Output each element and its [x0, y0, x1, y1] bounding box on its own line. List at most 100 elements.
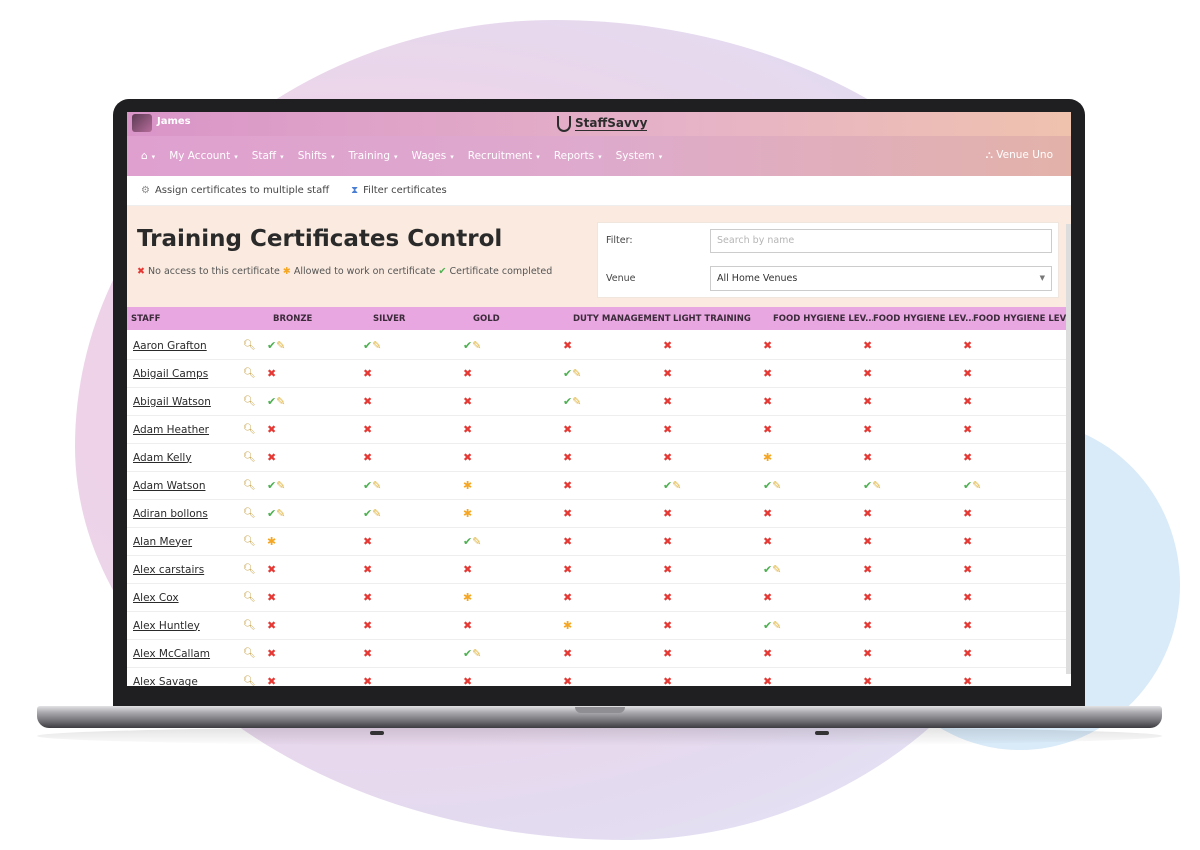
no-access-icon[interactable]: ✖: [267, 591, 277, 604]
no-access-icon[interactable]: ✖: [463, 423, 473, 436]
search-input[interactable]: Search by name: [710, 229, 1052, 253]
nav-system[interactable]: System ▾: [616, 150, 663, 162]
staff-name-link[interactable]: Abigail Camps: [133, 367, 209, 380]
completed-icon[interactable]: ✔✎: [267, 339, 286, 352]
no-access-icon[interactable]: ✖: [763, 423, 773, 436]
no-access-icon[interactable]: ✖: [663, 451, 673, 464]
column-header[interactable]: FOOD HYGIENE LEV...: [873, 313, 973, 324]
no-access-icon[interactable]: ✖: [963, 619, 973, 632]
no-access-icon[interactable]: ✖: [363, 367, 373, 380]
staff-name-link[interactable]: Alex Cox: [133, 591, 179, 604]
no-access-icon[interactable]: ✖: [763, 367, 773, 380]
no-access-icon[interactable]: ✖: [863, 675, 873, 686]
no-access-icon[interactable]: ✖: [963, 507, 973, 520]
staff-name-link[interactable]: Adam Watson: [133, 479, 206, 492]
no-access-icon[interactable]: ✖: [863, 591, 873, 604]
completed-icon[interactable]: ✔✎: [363, 339, 382, 352]
no-access-icon[interactable]: ✖: [463, 395, 473, 408]
completed-icon[interactable]: ✔✎: [763, 619, 782, 632]
column-header[interactable]: FOOD HYGIENE LEV...: [773, 313, 873, 324]
no-access-icon[interactable]: ✖: [863, 619, 873, 632]
completed-icon[interactable]: ✔✎: [763, 563, 782, 576]
allowed-icon[interactable]: ✱: [763, 451, 773, 464]
staff-name-link[interactable]: Adiran bollons: [133, 507, 208, 520]
no-access-icon[interactable]: ✖: [963, 647, 973, 660]
no-access-icon[interactable]: ✖: [563, 647, 573, 660]
no-access-icon[interactable]: ✖: [267, 647, 277, 660]
staff-name-link[interactable]: Alex Savage: [133, 675, 198, 687]
filter-certificates-link[interactable]: ⧗ Filter certificates: [351, 185, 447, 196]
staff-name-link[interactable]: Aaron Grafton: [133, 339, 207, 352]
no-access-icon[interactable]: ✖: [963, 339, 973, 352]
magnifier-icon[interactable]: 🔍︎: [243, 592, 256, 603]
no-access-icon[interactable]: ✖: [563, 339, 573, 352]
no-access-icon[interactable]: ✖: [563, 535, 573, 548]
completed-icon[interactable]: ✔✎: [963, 479, 982, 492]
completed-icon[interactable]: ✔✎: [363, 479, 382, 492]
venue-select[interactable]: All Home Venues ▼: [710, 266, 1052, 291]
no-access-icon[interactable]: ✖: [663, 675, 673, 686]
no-access-icon[interactable]: ✖: [363, 423, 373, 436]
nav-my-account[interactable]: My Account ▾: [169, 150, 238, 162]
completed-icon[interactable]: ✔✎: [563, 367, 582, 380]
nav-reports[interactable]: Reports ▾: [554, 150, 602, 162]
no-access-icon[interactable]: ✖: [563, 591, 573, 604]
magnifier-icon[interactable]: 🔍︎: [243, 452, 256, 463]
allowed-icon[interactable]: ✱: [463, 479, 473, 492]
column-header[interactable]: DUTY MANAGEMENT: [573, 313, 671, 324]
no-access-icon[interactable]: ✖: [963, 675, 973, 686]
magnifier-icon[interactable]: 🔍︎: [243, 480, 256, 491]
allowed-icon[interactable]: ✱: [463, 591, 473, 604]
no-access-icon[interactable]: ✖: [763, 647, 773, 660]
completed-icon[interactable]: ✔✎: [563, 395, 582, 408]
allowed-icon[interactable]: ✱: [563, 619, 573, 632]
nav-recruitment[interactable]: Recruitment ▾: [468, 150, 540, 162]
no-access-icon[interactable]: ✖: [963, 563, 973, 576]
column-header[interactable]: SILVER: [373, 313, 406, 324]
nav-wages[interactable]: Wages ▾: [412, 150, 454, 162]
venue-selector[interactable]: ⛬ Venue Uno: [986, 149, 1053, 162]
column-header[interactable]: BRONZE: [273, 313, 313, 324]
no-access-icon[interactable]: ✖: [863, 395, 873, 408]
completed-icon[interactable]: ✔✎: [863, 479, 882, 492]
staff-name-link[interactable]: Adam Kelly: [133, 451, 192, 464]
no-access-icon[interactable]: ✖: [267, 675, 277, 686]
no-access-icon[interactable]: ✖: [963, 591, 973, 604]
no-access-icon[interactable]: ✖: [463, 619, 473, 632]
no-access-icon[interactable]: ✖: [463, 563, 473, 576]
completed-icon[interactable]: ✔✎: [463, 647, 482, 660]
staff-name-link[interactable]: Alex Huntley: [133, 619, 200, 632]
no-access-icon[interactable]: ✖: [863, 451, 873, 464]
no-access-icon[interactable]: ✖: [963, 423, 973, 436]
no-access-icon[interactable]: ✖: [563, 675, 573, 686]
no-access-icon[interactable]: ✖: [763, 535, 773, 548]
column-header[interactable]: STAFF: [131, 313, 161, 324]
staff-name-link[interactable]: Alex carstairs: [133, 563, 205, 576]
no-access-icon[interactable]: ✖: [863, 339, 873, 352]
no-access-icon[interactable]: ✖: [663, 591, 673, 604]
completed-icon[interactable]: ✔✎: [267, 507, 286, 520]
no-access-icon[interactable]: ✖: [963, 367, 973, 380]
completed-icon[interactable]: ✔✎: [267, 395, 286, 408]
no-access-icon[interactable]: ✖: [267, 619, 277, 632]
no-access-icon[interactable]: ✖: [963, 395, 973, 408]
magnifier-icon[interactable]: 🔍︎: [243, 536, 256, 547]
completed-icon[interactable]: ✔✎: [463, 339, 482, 352]
magnifier-icon[interactable]: 🔍︎: [243, 508, 256, 519]
column-header[interactable]: GOLD: [473, 313, 500, 324]
magnifier-icon[interactable]: 🔍︎: [243, 648, 256, 659]
no-access-icon[interactable]: ✖: [267, 367, 277, 380]
no-access-icon[interactable]: ✖: [763, 675, 773, 686]
allowed-icon[interactable]: ✱: [463, 507, 473, 520]
column-header[interactable]: LIGHT TRAINING: [673, 313, 751, 324]
no-access-icon[interactable]: ✖: [563, 423, 573, 436]
no-access-icon[interactable]: ✖: [663, 507, 673, 520]
no-access-icon[interactable]: ✖: [563, 451, 573, 464]
no-access-icon[interactable]: ✖: [863, 507, 873, 520]
brand-logo[interactable]: StaffSavvy: [557, 114, 648, 134]
no-access-icon[interactable]: ✖: [363, 591, 373, 604]
staff-name-link[interactable]: Alan Meyer: [133, 535, 193, 548]
no-access-icon[interactable]: ✖: [663, 535, 673, 548]
no-access-icon[interactable]: ✖: [463, 367, 473, 380]
no-access-icon[interactable]: ✖: [363, 535, 373, 548]
